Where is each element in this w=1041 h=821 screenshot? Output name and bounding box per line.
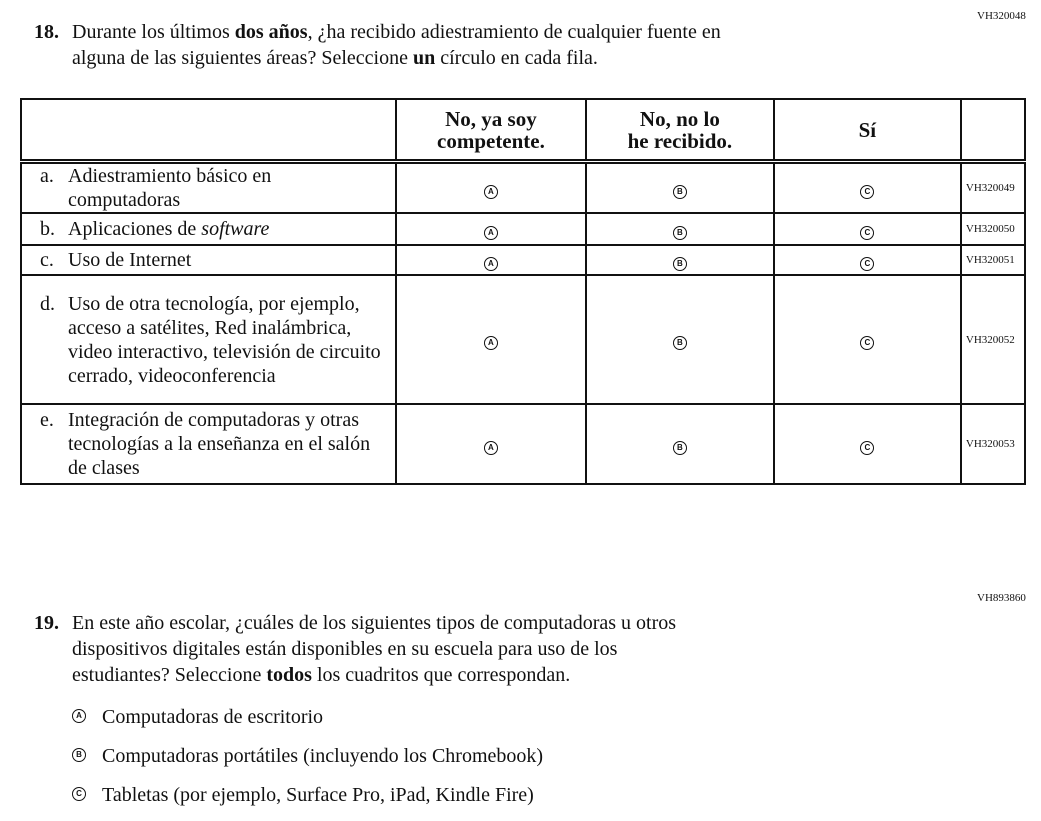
row-code: VH320049 [959, 160, 1027, 214]
question-text: En este año escolar, ¿cuáles de los sigu… [72, 612, 677, 634]
option-label: Computadoras de escritorio [102, 706, 324, 728]
row-code: VH320050 [959, 212, 1027, 246]
header-blank [959, 98, 1027, 164]
response-grid: No, ya soy competente. No, no lo he reci… [20, 98, 1027, 485]
bubble-c-icon[interactable]: C [860, 440, 875, 455]
bubble-a-icon[interactable]: A [483, 225, 498, 240]
question-19: 19. En este año escolar, ¿cuáles de los s… [34, 610, 676, 688]
table-row: e. Integración de computadoras y otras te… [20, 403, 1027, 485]
response-cell: B [584, 274, 775, 405]
bubble-a-icon[interactable]: A [483, 336, 498, 350]
response-cell: C [772, 274, 962, 405]
response-cell: A [395, 244, 587, 276]
row-letter: b. [40, 218, 55, 240]
question-text: dispositivos digitales están disponibles… [72, 638, 618, 660]
question-number: 19. [34, 612, 59, 634]
response-cell: B [584, 244, 775, 276]
question-emphasis: un [412, 47, 436, 69]
response-cell: C [772, 160, 962, 214]
question-text: estudiantes? Seleccione [72, 664, 267, 686]
bubble-c-icon[interactable]: C [72, 787, 86, 802]
row-letter: e. [40, 409, 54, 431]
response-cell: B [584, 212, 775, 246]
row-text: Integración de computadoras y otras tecn… [68, 409, 371, 479]
bubble-b-icon[interactable]: B [672, 256, 687, 271]
row-text-italic: software [201, 218, 270, 240]
bubble-c-icon[interactable]: C [860, 256, 875, 271]
row-text: Uso de otra tecnología, por ejemplo, acc… [68, 292, 381, 387]
response-cell: B [584, 403, 775, 485]
question-text: , ¿ha recibido adiestramiento de cualqui… [307, 21, 721, 43]
response-cell: B [584, 160, 775, 214]
row-text: Aplicaciones de [68, 218, 202, 240]
option-label: Tabletas (por ejemplo, Surface Pro, iPad… [102, 784, 534, 806]
row-code: VH320052 [959, 274, 1027, 405]
row-letter: d. [40, 292, 55, 315]
option-a[interactable]: A Computadoras de escritorio [72, 704, 543, 743]
bubble-b-icon[interactable]: B [672, 225, 687, 240]
column-header: No, no lo he recibido. [584, 98, 775, 164]
option-list: A Computadoras de escritorio B Computadora… [72, 704, 543, 821]
row-letter: c. [40, 249, 54, 271]
table-row: d. Uso de otra tecnología, por ejemplo, a… [20, 274, 1027, 405]
bubble-a-icon[interactable]: A [72, 709, 86, 724]
question-text: los cuadritos que correspondan. [311, 664, 571, 686]
question-18: 18. Durante los últimos dos años, ¿ha rec… [34, 19, 721, 71]
bubble-c-icon[interactable]: C [860, 184, 875, 199]
bubble-c-icon[interactable]: C [860, 225, 875, 240]
question-text: círculo en cada fila. [435, 47, 598, 69]
question-number: 18. [34, 21, 59, 43]
row-code: VH320051 [959, 244, 1027, 276]
row-text: Uso de Internet [68, 249, 192, 271]
bubble-b-icon[interactable]: B [672, 184, 687, 199]
response-cell: A [395, 212, 587, 246]
table-row: b. Aplicaciones de software A B C VH320050 [20, 212, 1027, 246]
response-cell: C [772, 244, 962, 276]
response-cell: A [395, 160, 587, 214]
question-emphasis: todos [266, 664, 312, 686]
row-text: Adiestramiento básico en computadoras [68, 165, 272, 211]
table-row: c. Uso de Internet A B C VH320051 [20, 244, 1027, 276]
bubble-b-icon[interactable]: B [672, 336, 687, 350]
bubble-a-icon[interactable]: A [483, 440, 498, 455]
response-cell: A [395, 274, 587, 405]
header-blank [20, 98, 397, 164]
question-code: VH893860 [977, 592, 1026, 604]
response-cell: C [772, 212, 962, 246]
row-label: a. Adiestramiento básico en computadoras [20, 160, 397, 214]
bubble-c-icon[interactable]: C [860, 336, 875, 350]
response-cell: C [772, 403, 962, 485]
question-code: VH320048 [977, 10, 1026, 22]
bubble-a-icon[interactable]: A [483, 256, 498, 271]
row-label: e. Integración de computadoras y otras te… [20, 403, 397, 485]
question-text: Durante los últimos [72, 21, 235, 43]
row-letter: a. [40, 165, 54, 187]
bubble-b-icon[interactable]: B [672, 440, 687, 455]
table-row: a. Adiestramiento básico en computadoras A… [20, 160, 1027, 214]
response-cell: A [395, 403, 587, 485]
row-label: c. Uso de Internet [20, 244, 397, 276]
option-b[interactable]: B Computadoras portátiles (incluyendo los… [72, 743, 543, 782]
question-emphasis: dos años [234, 21, 308, 43]
row-label: b. Aplicaciones de software [20, 212, 397, 246]
option-label: Computadoras portátiles (incluyendo los … [102, 745, 544, 767]
question-text: alguna de las siguientes áreas? Seleccio… [72, 47, 413, 69]
row-label: d. Uso de otra tecnología, por ejemplo, a… [20, 274, 397, 405]
bubble-a-icon[interactable]: A [483, 184, 498, 199]
column-header: No, ya soy competente. [395, 98, 587, 164]
column-header: Sí [772, 98, 962, 164]
option-c[interactable]: C Tabletas (por ejemplo, Surface Pro, iPa… [72, 782, 543, 821]
row-code: VH320053 [959, 403, 1027, 485]
bubble-b-icon[interactable]: B [72, 748, 86, 763]
